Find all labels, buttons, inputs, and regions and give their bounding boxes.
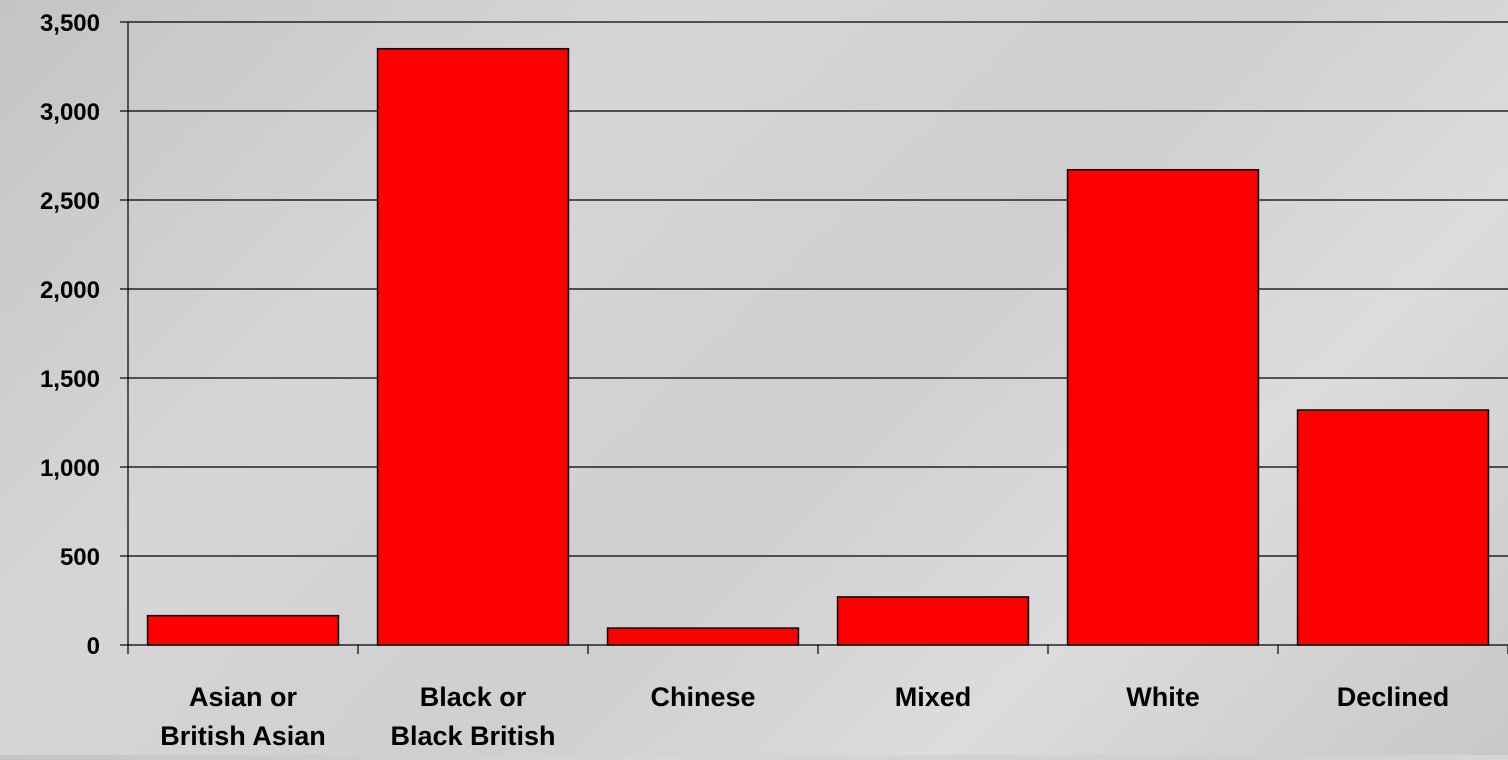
y-tick-label: 3,500 [40,10,100,37]
y-tick-label: 1,500 [40,366,100,393]
grid-layer [128,21,1508,557]
x-tick-label: Asian or [189,682,298,712]
x-tick-label: Black or [420,682,527,712]
y-tick-label: 3,000 [40,99,100,126]
bar [836,596,1030,646]
label-layer: 0 500 1,000 1,500 2,000 2,500 3,000 3,500 Asian … [40,10,1449,751]
x-tick-label: British Asian [160,721,326,751]
bar [606,627,800,646]
x-tick-label: Black British [390,721,555,751]
bar [146,614,340,646]
y-tick-label: 1,000 [40,455,100,482]
bar [1296,409,1490,646]
x-tick-label: Declined [1337,682,1450,712]
y-tick-label: 0 [87,633,100,660]
y-tick-label: 500 [60,544,100,571]
axis-layer [120,21,1508,654]
x-tick-label: Mixed [895,682,972,712]
bar [1066,168,1260,646]
bar-layer [146,47,1490,646]
y-tick-label: 2,000 [40,277,100,304]
x-tick-label: Chinese [650,682,755,712]
x-tick-label: White [1126,682,1200,712]
y-tick-label: 2,500 [40,188,100,215]
bar [376,47,570,646]
